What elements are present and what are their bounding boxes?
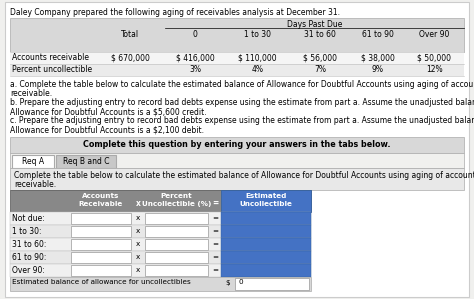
Text: 1 to 30: 1 to 30 — [244, 30, 271, 39]
Text: $ 50,000: $ 50,000 — [418, 53, 452, 62]
Bar — [145, 226, 208, 237]
Bar — [10, 264, 311, 277]
Text: Receivable: Receivable — [79, 201, 123, 207]
Text: Percent uncollectible: Percent uncollectible — [12, 65, 92, 74]
Bar — [10, 212, 311, 225]
Bar — [71, 239, 131, 250]
Text: x: x — [136, 199, 140, 208]
Text: Allowance for Doubtful Accounts is a $5,600 credit.: Allowance for Doubtful Accounts is a $5,… — [10, 107, 207, 116]
Text: Over 90:: Over 90: — [12, 266, 45, 275]
Text: Days Past Due: Days Past Due — [287, 20, 342, 29]
Text: x: x — [136, 215, 140, 221]
Text: Allowance for Doubtful Accounts is a $2,100 debit.: Allowance for Doubtful Accounts is a $2,… — [10, 125, 204, 134]
Bar — [10, 251, 311, 264]
Text: $ 56,000: $ 56,000 — [303, 53, 337, 62]
Bar — [221, 251, 311, 264]
Text: 1 to 30:: 1 to 30: — [12, 227, 42, 236]
Text: Req B and C: Req B and C — [63, 157, 109, 166]
Bar — [145, 239, 208, 250]
Text: =: = — [212, 199, 218, 208]
Bar — [10, 277, 311, 291]
Text: Estimated: Estimated — [246, 193, 287, 199]
Text: 9%: 9% — [372, 65, 383, 74]
Text: 0: 0 — [239, 279, 244, 285]
Text: =: = — [212, 241, 218, 247]
Text: 3%: 3% — [189, 65, 201, 74]
Bar — [10, 153, 464, 168]
Text: $: $ — [225, 280, 229, 286]
Text: 0: 0 — [192, 30, 198, 39]
Text: receivable.: receivable. — [10, 89, 52, 98]
Text: =: = — [212, 254, 218, 260]
Text: Total: Total — [121, 30, 139, 39]
Bar — [145, 265, 208, 276]
Text: x: x — [136, 254, 140, 260]
Bar — [10, 64, 464, 76]
Text: a. Complete the table below to calculate the estimated balance of Allowance for : a. Complete the table below to calculate… — [10, 80, 474, 89]
Bar — [145, 213, 208, 224]
Bar — [56, 155, 116, 168]
Text: 61 to 90: 61 to 90 — [362, 30, 393, 39]
Bar — [221, 190, 311, 212]
Text: 61 to 90:: 61 to 90: — [12, 253, 46, 262]
Text: $ 38,000: $ 38,000 — [361, 53, 394, 62]
Bar — [71, 252, 131, 263]
Bar — [71, 265, 131, 276]
Bar — [221, 225, 311, 238]
Bar — [221, 238, 311, 251]
Text: x: x — [136, 267, 140, 273]
Text: c. Prepare the adjusting entry to record bad debts expense using the estimate fr: c. Prepare the adjusting entry to record… — [10, 116, 474, 125]
Text: =: = — [212, 228, 218, 234]
Text: Uncollectible (%): Uncollectible (%) — [142, 201, 211, 207]
Bar — [221, 264, 311, 277]
Text: Complete the table below to calculate the estimated balance of Allowance for Dou: Complete the table below to calculate th… — [14, 171, 474, 180]
Bar — [10, 137, 464, 153]
Bar — [235, 278, 309, 290]
Text: Accounts receivable: Accounts receivable — [12, 53, 89, 62]
Bar — [221, 212, 311, 225]
Text: Not due:: Not due: — [12, 214, 45, 223]
Bar — [71, 226, 131, 237]
Text: Percent: Percent — [161, 193, 192, 199]
Text: x: x — [136, 241, 140, 247]
Text: 31 to 60:: 31 to 60: — [12, 240, 46, 249]
Text: $ 110,000: $ 110,000 — [238, 53, 277, 62]
Bar — [10, 225, 311, 238]
Text: $ 670,000: $ 670,000 — [110, 53, 149, 62]
Text: 12%: 12% — [426, 65, 443, 74]
Bar — [12, 155, 54, 168]
Bar — [10, 18, 464, 52]
Text: Estimated balance of allowance for uncollectibles: Estimated balance of allowance for uncol… — [12, 279, 191, 285]
Text: b. Prepare the adjusting entry to record bad debts expense using the estimate fr: b. Prepare the adjusting entry to record… — [10, 98, 474, 107]
Text: 4%: 4% — [252, 65, 264, 74]
Text: x: x — [136, 228, 140, 234]
Text: Daley Company prepared the following aging of receivables analysis at December 3: Daley Company prepared the following agi… — [10, 8, 340, 17]
Bar — [10, 52, 464, 64]
Text: Accounts: Accounts — [82, 193, 120, 199]
Bar — [10, 238, 311, 251]
Text: $ 416,000: $ 416,000 — [176, 53, 214, 62]
Text: Complete this question by entering your answers in the tabs below.: Complete this question by entering your … — [83, 140, 391, 149]
Text: Uncollectible: Uncollectible — [239, 201, 292, 207]
Text: =: = — [212, 267, 218, 273]
Bar — [10, 190, 311, 212]
Bar — [10, 168, 464, 190]
Text: receivable.: receivable. — [14, 180, 56, 189]
Text: 7%: 7% — [314, 65, 326, 74]
Bar — [71, 213, 131, 224]
Bar — [145, 252, 208, 263]
Text: =: = — [212, 215, 218, 221]
Text: 31 to 60: 31 to 60 — [304, 30, 336, 39]
Text: Over 90: Over 90 — [419, 30, 450, 39]
Text: Req A: Req A — [22, 157, 44, 166]
